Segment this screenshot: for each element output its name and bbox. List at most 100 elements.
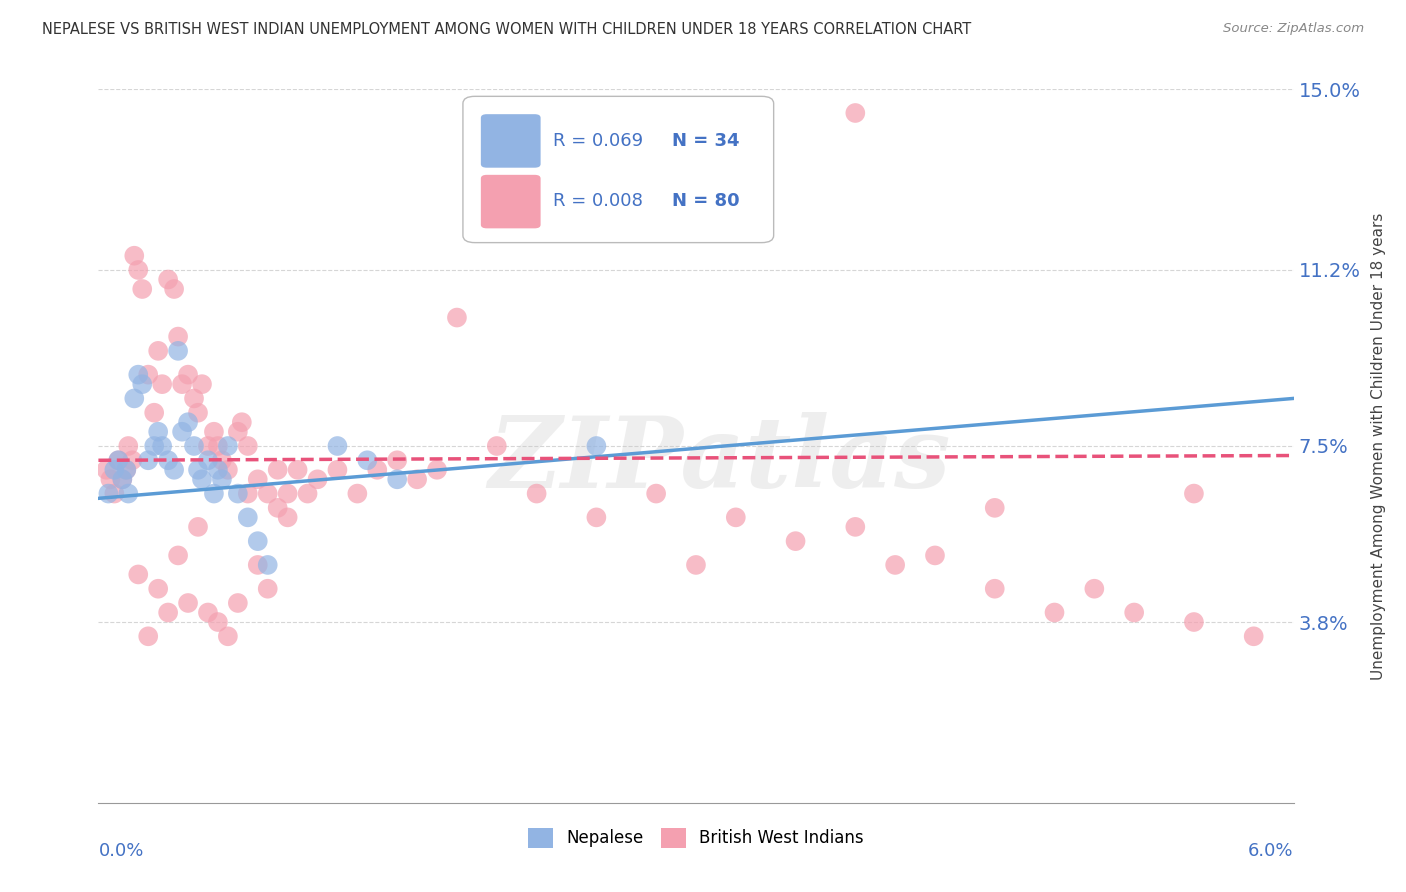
- Text: N = 80: N = 80: [672, 192, 740, 210]
- Point: [107, 453, 129, 467]
- Point: [256, 486, 278, 500]
- Point: [211, 453, 233, 467]
- Point: [167, 343, 190, 358]
- Point: [103, 486, 125, 500]
- Point: [1182, 615, 1205, 629]
- Point: [246, 472, 269, 486]
- Point: [385, 453, 409, 467]
- Point: [406, 472, 429, 486]
- Point: [246, 558, 269, 572]
- Point: [1123, 606, 1146, 620]
- Point: [236, 439, 259, 453]
- Point: [685, 558, 707, 572]
- Point: [148, 425, 170, 439]
- Point: [187, 520, 209, 534]
- Point: [117, 486, 139, 500]
- Point: [202, 486, 225, 500]
- Point: [211, 472, 233, 486]
- Point: [724, 510, 747, 524]
- Point: [226, 425, 249, 439]
- Point: [231, 415, 253, 429]
- Point: [163, 463, 186, 477]
- Point: [446, 310, 468, 325]
- Point: [984, 500, 1007, 515]
- Text: ZIPatlas: ZIPatlas: [489, 412, 950, 508]
- Point: [136, 368, 159, 382]
- Point: [96, 463, 118, 477]
- Point: [277, 510, 299, 524]
- Point: [111, 472, 134, 486]
- FancyBboxPatch shape: [481, 114, 541, 168]
- Point: [197, 453, 219, 467]
- Point: [136, 453, 159, 467]
- Point: [167, 549, 190, 563]
- Point: [326, 463, 349, 477]
- Point: [157, 272, 180, 286]
- Point: [127, 567, 149, 582]
- Point: [117, 439, 139, 453]
- Point: [844, 106, 866, 120]
- Point: [217, 629, 239, 643]
- Point: [127, 263, 149, 277]
- Point: [187, 463, 209, 477]
- Point: [124, 392, 146, 406]
- Point: [172, 377, 194, 392]
- Point: [267, 463, 290, 477]
- Point: [844, 520, 866, 534]
- Text: N = 34: N = 34: [672, 132, 740, 150]
- Point: [217, 463, 239, 477]
- Point: [256, 558, 278, 572]
- Point: [346, 486, 368, 500]
- Text: R = 0.008: R = 0.008: [553, 192, 643, 210]
- Text: R = 0.069: R = 0.069: [553, 132, 643, 150]
- Point: [1182, 486, 1205, 500]
- Point: [111, 472, 134, 486]
- Point: [884, 558, 907, 572]
- Point: [97, 486, 120, 500]
- Point: [256, 582, 278, 596]
- Point: [183, 439, 205, 453]
- Point: [124, 249, 146, 263]
- Point: [148, 582, 170, 596]
- Point: [115, 463, 138, 477]
- Point: [526, 486, 548, 500]
- Point: [984, 582, 1007, 596]
- Point: [136, 629, 159, 643]
- Point: [143, 406, 166, 420]
- Text: NEPALESE VS BRITISH WEST INDIAN UNEMPLOYMENT AMONG WOMEN WITH CHILDREN UNDER 18 : NEPALESE VS BRITISH WEST INDIAN UNEMPLOY…: [42, 22, 972, 37]
- Point: [143, 439, 166, 453]
- Point: [131, 282, 153, 296]
- Y-axis label: Unemployment Among Women with Children Under 18 years: Unemployment Among Women with Children U…: [1371, 212, 1386, 680]
- Point: [167, 329, 190, 343]
- Point: [1083, 582, 1105, 596]
- Point: [485, 439, 508, 453]
- Point: [585, 439, 607, 453]
- Point: [121, 453, 143, 467]
- Text: Source: ZipAtlas.com: Source: ZipAtlas.com: [1223, 22, 1364, 36]
- Point: [107, 453, 129, 467]
- Point: [236, 510, 259, 524]
- Point: [287, 463, 309, 477]
- Point: [127, 368, 149, 382]
- Point: [226, 596, 249, 610]
- Point: [157, 453, 180, 467]
- Point: [226, 486, 249, 500]
- Point: [924, 549, 946, 563]
- Point: [163, 282, 186, 296]
- Point: [585, 510, 607, 524]
- Point: [172, 425, 194, 439]
- Point: [191, 472, 214, 486]
- Point: [150, 439, 173, 453]
- Point: [187, 406, 209, 420]
- Point: [197, 606, 219, 620]
- Point: [98, 472, 122, 486]
- Point: [177, 415, 200, 429]
- Point: [183, 392, 205, 406]
- Point: [115, 463, 138, 477]
- Point: [426, 463, 449, 477]
- Point: [191, 377, 214, 392]
- Point: [356, 453, 378, 467]
- Point: [217, 439, 239, 453]
- Point: [202, 425, 225, 439]
- Point: [207, 463, 229, 477]
